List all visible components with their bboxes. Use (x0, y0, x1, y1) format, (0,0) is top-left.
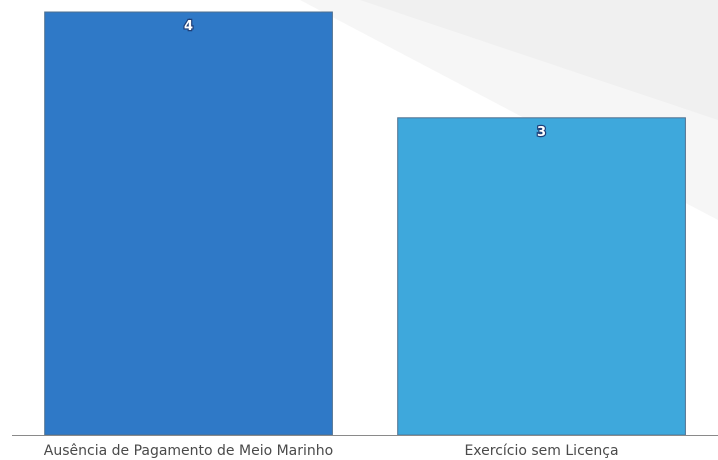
bar-2 (397, 117, 686, 436)
category-label-1: Ausência de Pagamento de Meio Marinho (44, 443, 333, 459)
category-labels: Ausência de Pagamento de Meio Marinho Exe… (44, 443, 619, 459)
bars-group (44, 11, 686, 436)
data-labels: 43 (183, 18, 547, 141)
data-label-2: 3 (537, 125, 546, 140)
category-label-2: Exercício sem Licença (464, 443, 618, 459)
data-label-1: 4 (184, 19, 193, 34)
bar-1 (44, 11, 333, 436)
